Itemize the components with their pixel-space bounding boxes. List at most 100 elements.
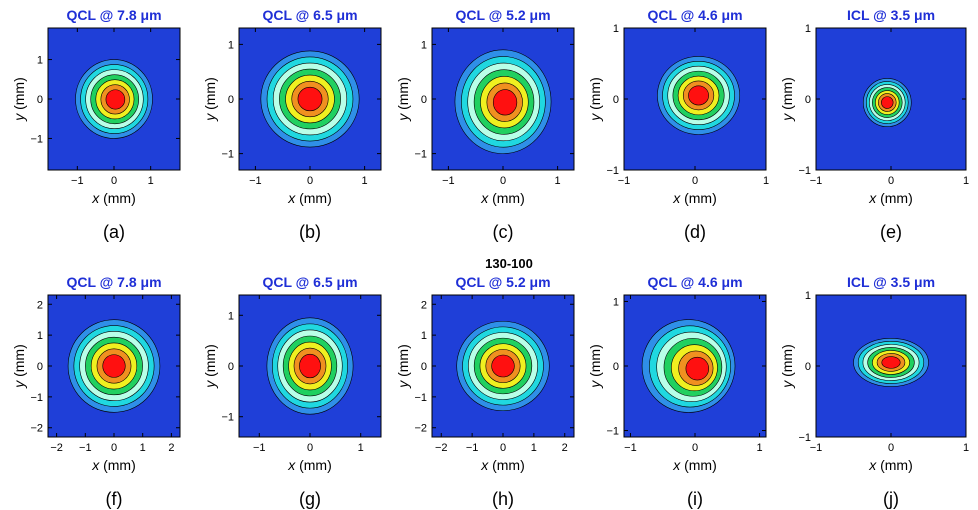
y-axis-label: y (mm) [11, 77, 27, 122]
panel-title: QCL @ 6.5 μm [262, 274, 357, 290]
x-tick-label: 0 [307, 442, 313, 454]
x-tick-label: 1 [531, 442, 537, 454]
panel-g: −1 0 1 −1 0 1 QCL @ 6.5 μm x (mm) y (mm) (g) [202, 274, 382, 509]
y-tick-label: 0 [37, 361, 43, 373]
x-axis-label: x (mm) [91, 457, 136, 473]
x-tick-label: −1 [624, 442, 637, 454]
panel-h: −2 −1 0 1 2 −2 −1 0 1 2 QCL @ 5.2 μm x (mm) y (mm) (h… [395, 274, 575, 509]
x-tick-label: 0 [111, 442, 117, 454]
x-tick-label: 1 [148, 175, 154, 187]
y-tick-label: 1 [421, 39, 427, 51]
x-tick-label: 0 [500, 442, 506, 454]
panel-f: −2 −1 0 1 2 −2 −1 0 1 2 QCL @ 7.8 μm x (mm) y (mm) (f… [11, 274, 181, 509]
panel-i: −1 0 1 −1 0 1 QCL @ 4.6 μm x (mm) y (mm) (i) [587, 274, 767, 509]
y-tick-label: 0 [805, 361, 811, 373]
y-tick-label: 0 [613, 361, 619, 373]
panel-title: QCL @ 5.2 μm [455, 7, 550, 23]
x-tick-label: −1 [466, 442, 479, 454]
y-tick-label: 0 [228, 361, 234, 373]
y-tick-label: −1 [606, 426, 619, 438]
panel-title: ICL @ 3.5 μm [847, 274, 935, 290]
x-tick-label: 1 [963, 175, 969, 187]
y-tick-label: −1 [221, 149, 234, 161]
panel-letter: (b) [299, 222, 321, 242]
panel-letter: (i) [687, 489, 703, 509]
contour-level-7 [685, 356, 710, 381]
y-tick-label: 0 [613, 94, 619, 106]
panel-c: −1 0 1 −1 0 1 QCL @ 5.2 μm x (mm) y (mm) (c) [395, 7, 575, 242]
x-tick-label: 2 [562, 442, 568, 454]
contour-bands [454, 49, 552, 154]
panel-title: QCL @ 6.5 μm [262, 7, 357, 23]
center-label: 130-100 [485, 256, 533, 271]
contour-bands [641, 319, 736, 413]
x-tick-label: −1 [249, 175, 262, 187]
panel-title: QCL @ 7.8 μm [66, 274, 161, 290]
x-tick-label: 0 [111, 175, 117, 187]
y-tick-label: 2 [421, 299, 427, 311]
contour-bands [260, 50, 360, 148]
y-tick-label: −1 [30, 392, 43, 404]
panel-title: QCL @ 7.8 μm [66, 7, 161, 23]
x-tick-label: −1 [253, 442, 266, 454]
x-axis-label: x (mm) [672, 457, 717, 473]
x-axis-label: x (mm) [672, 190, 717, 206]
panel-title: QCL @ 4.6 μm [647, 7, 742, 23]
y-axis-label: y (mm) [395, 344, 411, 389]
contour-level-7 [102, 354, 126, 378]
x-tick-label: 0 [888, 442, 894, 454]
x-axis-label: x (mm) [287, 190, 332, 206]
x-tick-label: 1 [358, 442, 364, 454]
x-axis-label: x (mm) [91, 190, 136, 206]
y-tick-label: 0 [421, 361, 427, 373]
contour-bands [853, 338, 929, 387]
panel-letter: (d) [684, 222, 706, 242]
y-tick-label: 1 [37, 55, 43, 67]
x-axis-label: x (mm) [480, 190, 525, 206]
y-tick-label: 1 [613, 296, 619, 308]
panel-e: −1 0 1 −1 0 1 ICL @ 3.5 μm x (mm) y (mm) (e) [779, 7, 969, 242]
x-tick-label: −1 [810, 175, 823, 187]
contour-level-7 [491, 354, 515, 378]
contour-bands [266, 317, 354, 415]
y-tick-label: 1 [805, 290, 811, 302]
contour-level-7 [299, 353, 321, 379]
panel-letter: (h) [492, 489, 514, 509]
x-axis-label: x (mm) [480, 457, 525, 473]
contour-level-7 [492, 89, 518, 116]
panel-letter: (g) [299, 489, 321, 509]
contour-level-7 [688, 85, 709, 106]
y-tick-label: −1 [798, 432, 811, 444]
x-tick-label: −1 [79, 442, 92, 454]
y-axis-label: y (mm) [587, 344, 603, 389]
y-tick-label: 1 [805, 23, 811, 35]
y-tick-label: −1 [606, 165, 619, 177]
y-axis-label: y (mm) [202, 77, 218, 122]
y-axis-label: y (mm) [11, 344, 27, 389]
contour-level-7 [105, 89, 126, 110]
y-tick-label: 1 [421, 330, 427, 342]
x-tick-label: −2 [50, 442, 63, 454]
y-tick-label: −1 [221, 412, 234, 424]
contour-bands [862, 78, 912, 127]
contour-level-7 [881, 96, 894, 109]
x-tick-label: −1 [71, 175, 84, 187]
x-tick-label: 0 [888, 175, 894, 187]
y-tick-label: 1 [613, 23, 619, 35]
panel-j: −1 0 1 −1 0 1 ICL @ 3.5 μm x (mm) y (mm) (j) [779, 274, 969, 509]
y-axis-label: y (mm) [779, 344, 795, 389]
y-tick-label: 0 [228, 94, 234, 106]
contour-bands [657, 56, 741, 135]
y-axis-label: y (mm) [587, 77, 603, 122]
y-tick-label: −1 [414, 149, 427, 161]
y-tick-label: 1 [228, 310, 234, 322]
x-tick-label: 0 [500, 175, 506, 187]
panel-title: QCL @ 5.2 μm [455, 274, 550, 290]
x-tick-label: 0 [692, 442, 698, 454]
panel-letter: (a) [103, 222, 125, 242]
x-tick-label: 1 [555, 175, 561, 187]
x-tick-label: 1 [140, 442, 146, 454]
panel-letter: (c) [493, 222, 514, 242]
contour-level-7 [297, 86, 323, 112]
x-tick-label: 2 [168, 442, 174, 454]
